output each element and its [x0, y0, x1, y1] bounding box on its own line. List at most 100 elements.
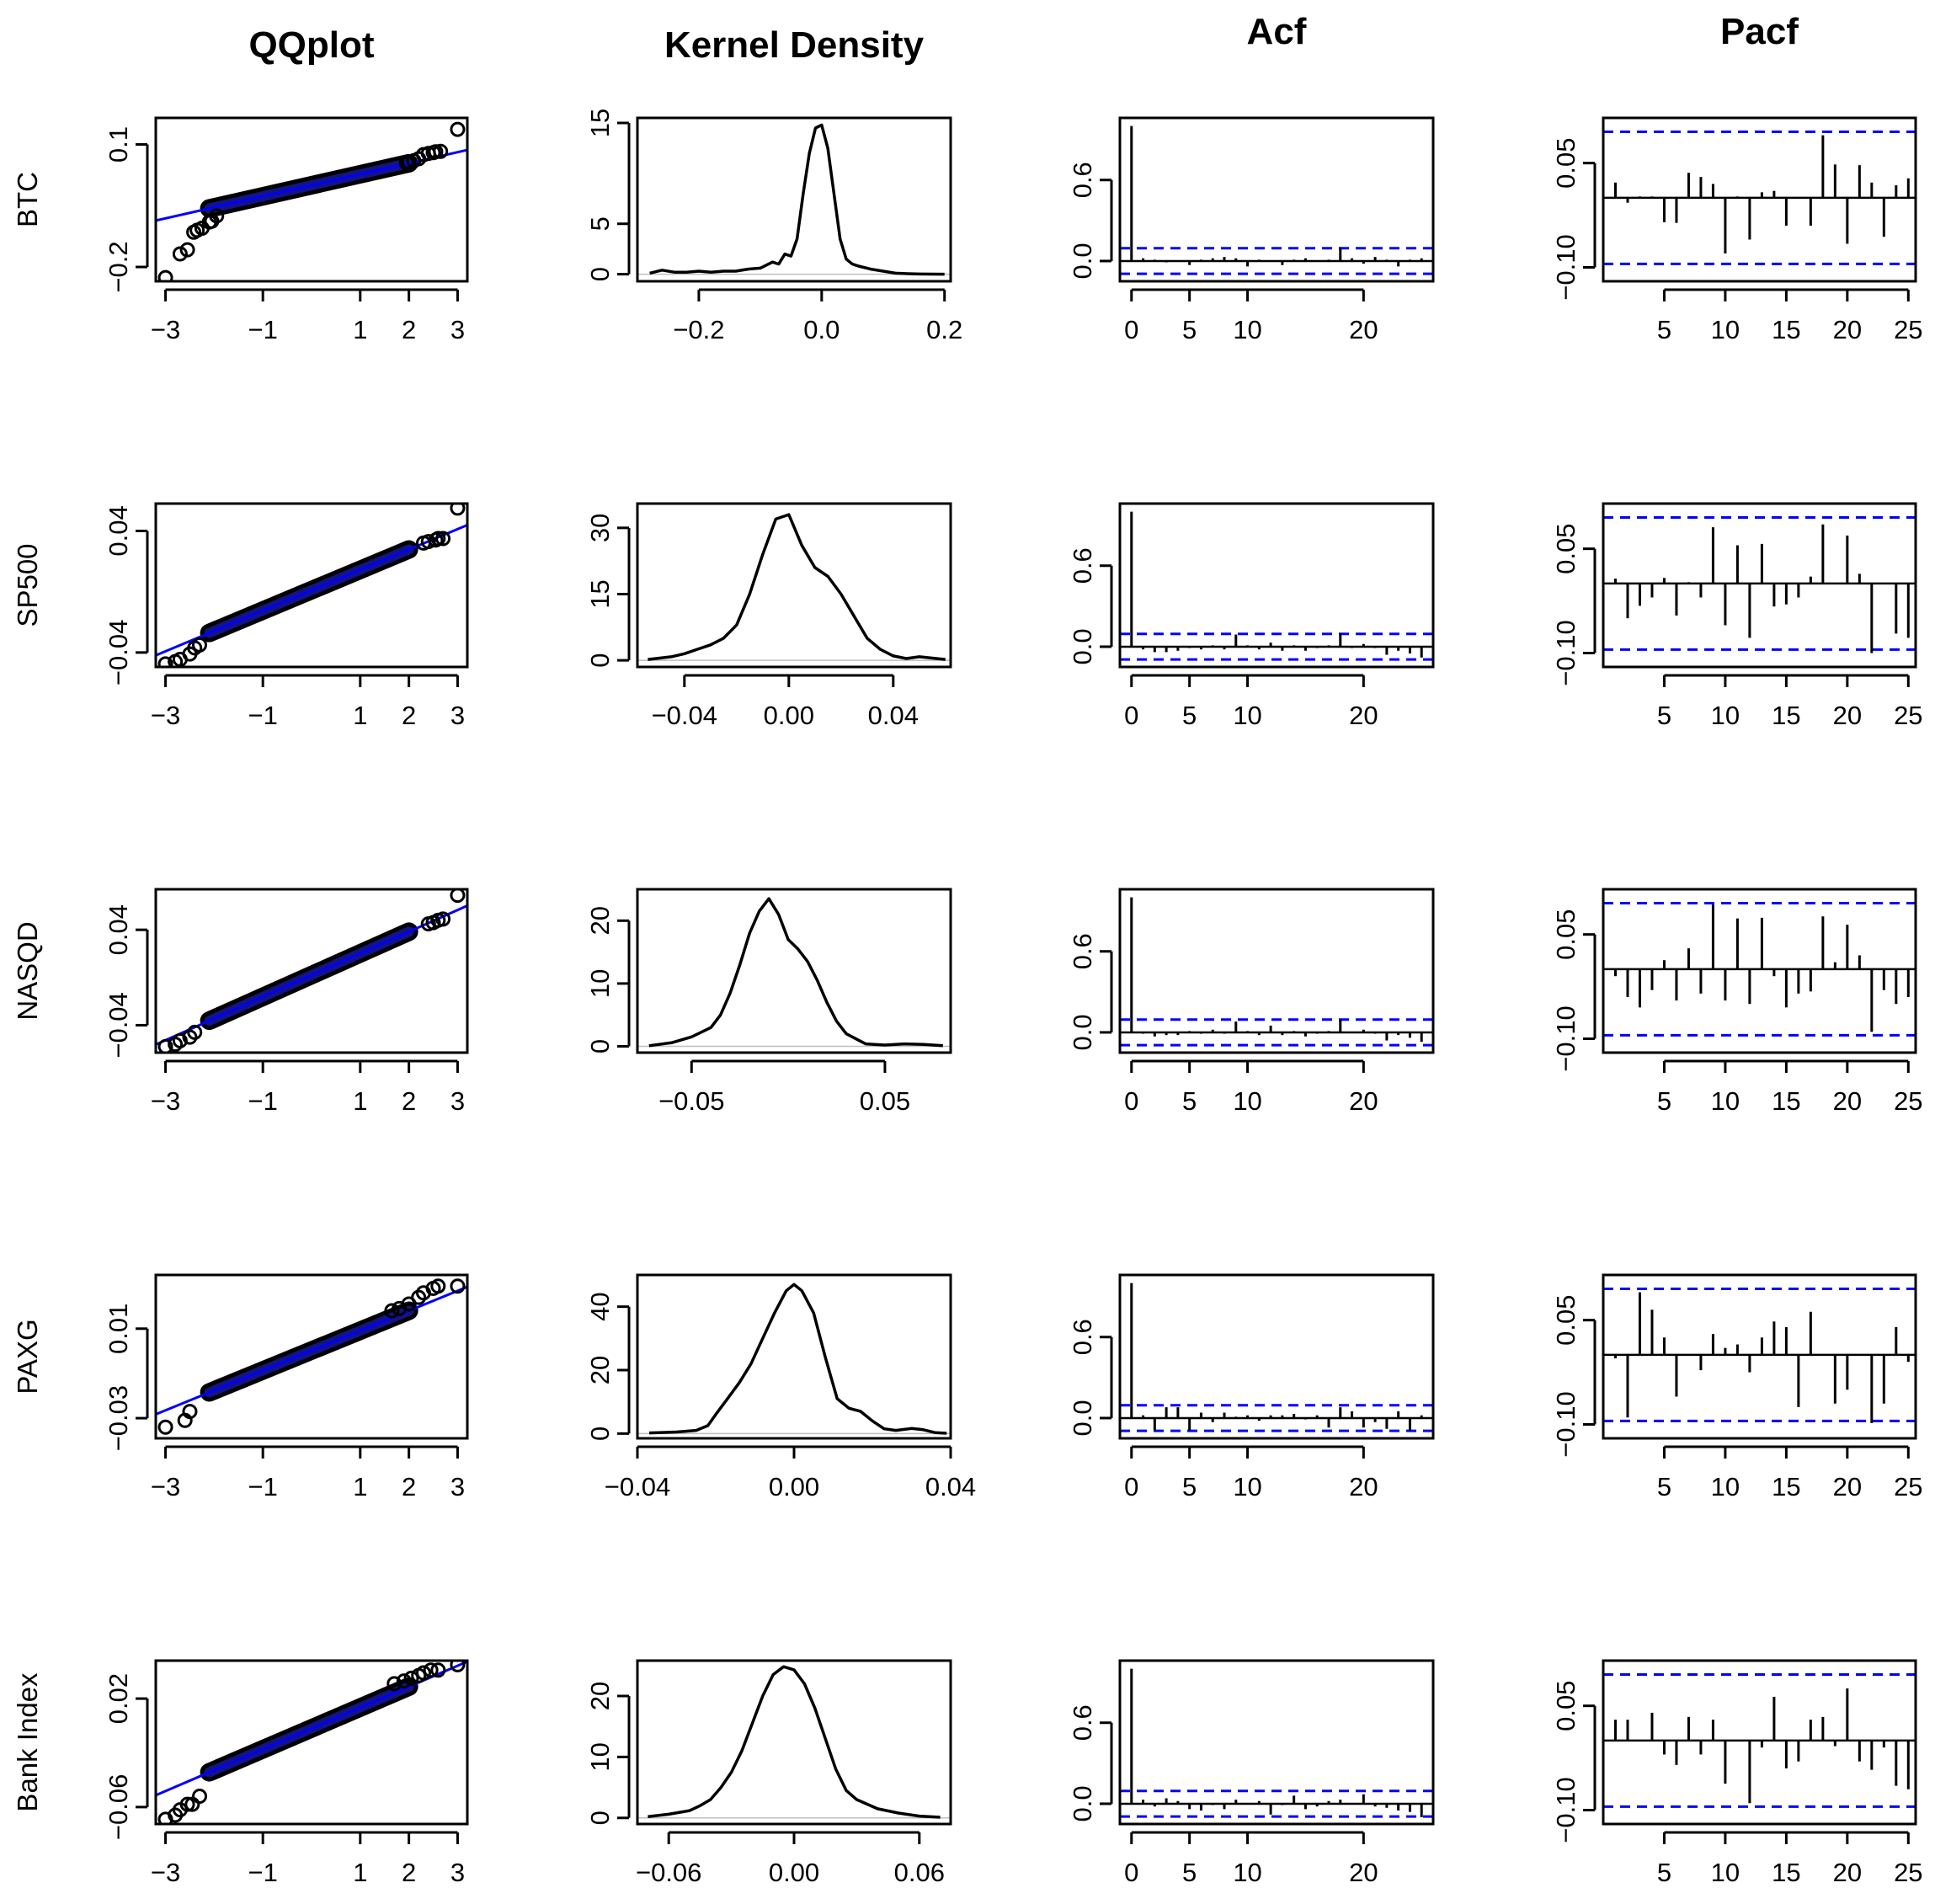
- y-tick-label: 0.0: [1068, 628, 1097, 664]
- density-curve: [649, 123, 945, 276]
- y-tick-label: 40: [585, 1292, 615, 1320]
- qq-point: [450, 889, 466, 904]
- qqplot-panel-btc: −3 −1 1 2 3 −0.2 0.1: [104, 116, 469, 344]
- column-title-pacf: Pacf: [1720, 11, 1799, 52]
- density-frame: [636, 888, 952, 1054]
- x-tick-label: 3: [450, 1858, 465, 1887]
- qqplot-plot-area: [156, 1661, 467, 1824]
- qqplot-frame: [154, 888, 469, 1054]
- x-tick-label: 10: [1233, 701, 1261, 730]
- x-tick-label: 1: [353, 1472, 367, 1501]
- x-tick-label: −0.04: [652, 701, 717, 730]
- y-tick-label: 0.04: [104, 505, 133, 556]
- qq-point: [172, 1032, 188, 1048]
- qqplot-panel-paxg: −3 −1 1 2 3 −0.03 0.01: [104, 1273, 469, 1501]
- density-plot-area: [637, 1283, 951, 1435]
- pacf-plot-area: [1603, 1673, 1916, 1808]
- x-tick-label: −3: [151, 315, 180, 344]
- acf-plot-area: [1120, 1668, 1433, 1818]
- x-tick-label: 20: [1833, 1086, 1862, 1116]
- acf-panel-btc: 0 5 10 20 0.0 0.6: [1068, 116, 1435, 344]
- x-tick-label: 0: [1124, 701, 1138, 730]
- column-titles: QQplot Kernel Density Acf Pacf: [248, 11, 1799, 66]
- x-tick-label: 0.04: [925, 1472, 976, 1501]
- y-tick-label: 0.6: [1068, 933, 1097, 969]
- y-tick-label: −0.10: [1551, 234, 1581, 300]
- x-tick-label: 5: [1657, 315, 1671, 344]
- x-tick-label: 20: [1833, 701, 1862, 730]
- density-panel-bank-index: −0.06 0.00 0.06 0 10 20: [585, 1659, 952, 1887]
- y-tick-label: 0.6: [1068, 1704, 1097, 1741]
- qq-reference-line: [156, 904, 467, 1046]
- pacf-plot-area: [1603, 1288, 1916, 1423]
- y-tick-label: 0.0: [1068, 1785, 1097, 1821]
- y-tick-label: 0.0: [1068, 243, 1097, 279]
- x-tick-label: −0.04: [605, 1472, 670, 1501]
- density-panel-btc: −0.2 0.0 0.2 0 5 15: [585, 109, 962, 344]
- x-tick-label: 10: [1233, 1858, 1261, 1887]
- column-title-acf: Acf: [1247, 11, 1307, 52]
- y-tick-label: 0.1: [104, 126, 133, 163]
- x-tick-label: 0: [1124, 315, 1138, 344]
- x-tick-label: 25: [1894, 1472, 1922, 1501]
- column-title-kernel-density: Kernel Density: [664, 24, 925, 66]
- qq-point: [428, 144, 444, 160]
- x-tick-label: 5: [1657, 1858, 1671, 1887]
- qq-point: [209, 208, 225, 224]
- x-tick-label: 10: [1711, 1472, 1740, 1501]
- y-tick-label: −0.03: [104, 1385, 133, 1451]
- x-tick-label: −1: [248, 1858, 278, 1887]
- y-tick-label: −0.10: [1551, 1005, 1581, 1071]
- pacf-plot-area: [1603, 131, 1916, 265]
- pacf-frame: [1602, 502, 1917, 669]
- qq-reference-line: [156, 1285, 467, 1416]
- x-tick-label: 1: [353, 701, 367, 730]
- y-tick-label: 10: [585, 969, 615, 998]
- y-tick-label: 0.6: [1068, 162, 1097, 198]
- x-tick-label: 5: [1182, 1086, 1197, 1116]
- density-panel-sp500: −0.04 0.00 0.04 0 15 30: [585, 502, 952, 730]
- y-tick-label: 10: [585, 1742, 615, 1771]
- x-tick-label: −3: [151, 1472, 180, 1501]
- y-tick-label: 0.6: [1068, 547, 1097, 584]
- qq-point: [179, 1796, 195, 1812]
- x-tick-label: −0.06: [636, 1858, 701, 1887]
- qq-point: [450, 121, 466, 137]
- acf-frame: [1118, 1659, 1435, 1826]
- density-curve: [648, 513, 946, 661]
- y-tick-label: −0.10: [1551, 1391, 1581, 1457]
- acf-panel-bank-index: 0 5 10 20 0.0 0.6: [1068, 1659, 1435, 1887]
- x-tick-label: 2: [402, 1086, 416, 1116]
- qq-reference-line: [156, 524, 467, 657]
- qq-point: [179, 242, 195, 258]
- acf-frame: [1118, 888, 1435, 1054]
- x-tick-label: −1: [248, 1086, 278, 1116]
- qq-point: [172, 246, 188, 262]
- pacf-panel-sp500: 5 10 15 20 25 −0.10 0.05: [1551, 502, 1923, 730]
- y-tick-label: 0: [585, 1811, 615, 1825]
- pacf-plot-area: [1603, 902, 1916, 1037]
- y-tick-label: 20: [585, 906, 615, 935]
- x-tick-label: 20: [1833, 1472, 1862, 1501]
- row-label-paxg: PAXG: [12, 1319, 43, 1394]
- acf-plot-area: [1120, 1283, 1433, 1432]
- x-tick-label: 2: [402, 315, 416, 344]
- x-tick-label: 1: [353, 1858, 367, 1887]
- y-tick-label: −0.2: [104, 241, 133, 292]
- x-tick-label: 20: [1833, 315, 1862, 344]
- x-tick-label: 10: [1711, 1858, 1740, 1887]
- x-tick-label: 0.06: [894, 1858, 945, 1887]
- qq-point: [433, 143, 449, 159]
- x-tick-label: 3: [450, 1472, 465, 1501]
- row-label-nasqd: NASQD: [12, 921, 43, 1020]
- qq-point: [396, 1673, 412, 1689]
- x-tick-label: 0.0: [803, 315, 840, 344]
- x-tick-label: 20: [1349, 1858, 1378, 1887]
- x-tick-label: 5: [1182, 1472, 1197, 1501]
- acf-frame: [1118, 116, 1435, 283]
- x-tick-label: 15: [1772, 1086, 1800, 1116]
- qq-point: [435, 911, 451, 927]
- x-tick-label: 0: [1124, 1472, 1138, 1501]
- pacf-panel-bank-index: 5 10 15 20 25 −0.10 0.05: [1551, 1659, 1923, 1887]
